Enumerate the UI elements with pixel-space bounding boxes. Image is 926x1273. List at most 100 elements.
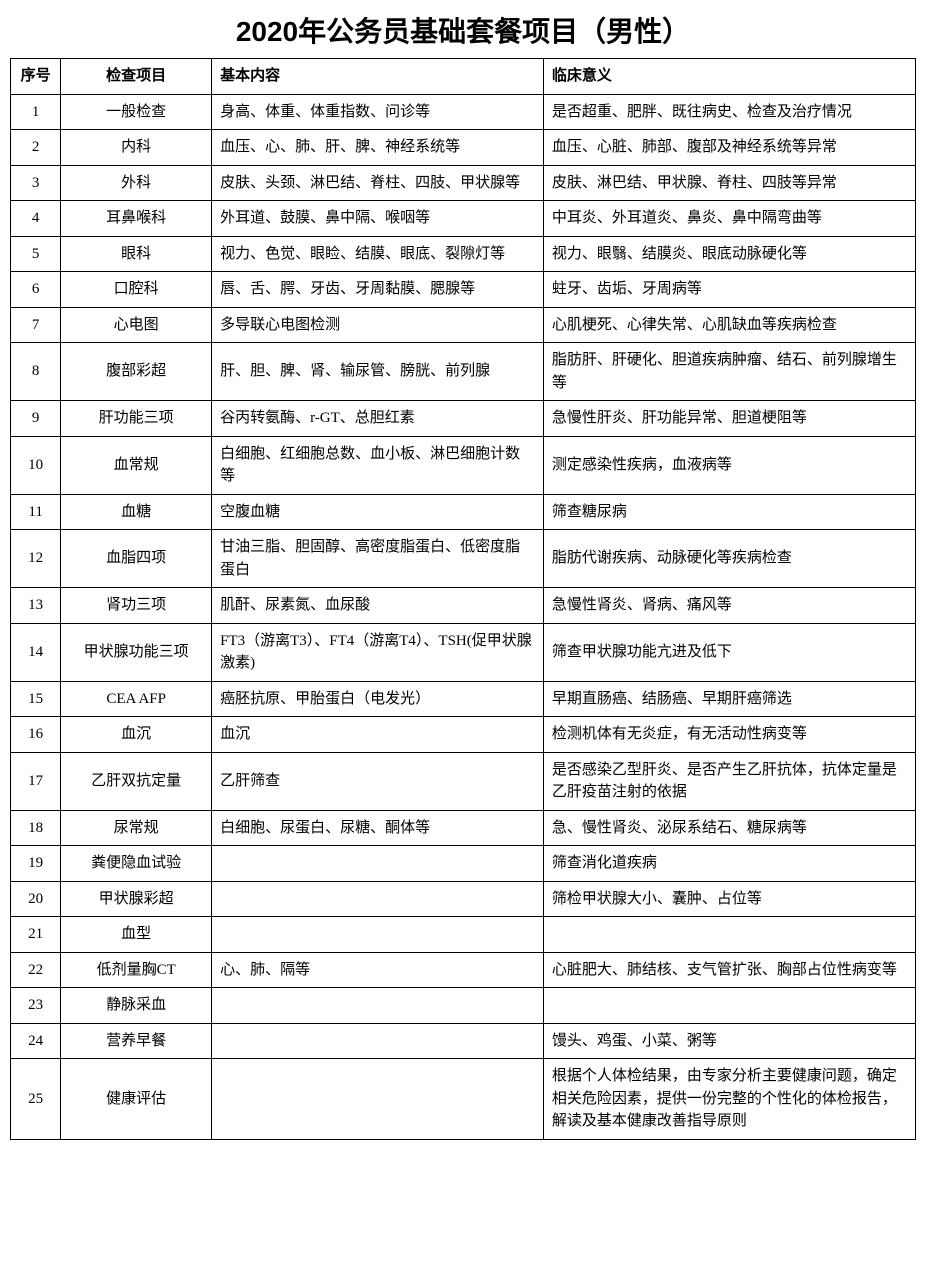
header-meaning: 临床意义	[543, 59, 915, 95]
cell-item: 尿常规	[61, 810, 212, 846]
cell-item: 甲状腺功能三项	[61, 623, 212, 681]
cell-seq: 5	[11, 236, 61, 272]
cell-item: 腹部彩超	[61, 343, 212, 401]
cell-seq: 20	[11, 881, 61, 917]
cell-meaning: 是否感染乙型肝炎、是否产生乙肝抗体，抗体定量是乙肝疫苗注射的依据	[543, 752, 915, 810]
cell-seq: 1	[11, 94, 61, 130]
table-row: 19粪便隐血试验筛查消化道疾病	[11, 846, 916, 882]
table-row: 4耳鼻喉科外耳道、鼓膜、鼻中隔、喉咽等中耳炎、外耳道炎、鼻炎、鼻中隔弯曲等	[11, 201, 916, 237]
cell-seq: 4	[11, 201, 61, 237]
cell-content: 肝、胆、脾、肾、输尿管、膀胱、前列腺	[212, 343, 544, 401]
cell-item: 内科	[61, 130, 212, 166]
cell-meaning: 馒头、鸡蛋、小菜、粥等	[543, 1023, 915, 1059]
cell-item: 血糖	[61, 494, 212, 530]
table-row: 7心电图多导联心电图检测心肌梗死、心律失常、心肌缺血等疾病检查	[11, 307, 916, 343]
cell-content: 多导联心电图检测	[212, 307, 544, 343]
table-row: 8腹部彩超肝、胆、脾、肾、输尿管、膀胱、前列腺脂肪肝、肝硬化、胆道疾病肿瘤、结石…	[11, 343, 916, 401]
cell-content: 甘油三脂、胆固醇、高密度脂蛋白、低密度脂蛋白	[212, 530, 544, 588]
cell-seq: 16	[11, 717, 61, 753]
cell-item: 营养早餐	[61, 1023, 212, 1059]
table-header-row: 序号 检查项目 基本内容 临床意义	[11, 59, 916, 95]
cell-item: 口腔科	[61, 272, 212, 308]
cell-item: 血常规	[61, 436, 212, 494]
cell-item: 耳鼻喉科	[61, 201, 212, 237]
cell-content: 皮肤、头颈、淋巴结、脊柱、四肢、甲状腺等	[212, 165, 544, 201]
cell-seq: 9	[11, 401, 61, 437]
cell-item: CEA AFP	[61, 681, 212, 717]
cell-item: 肾功三项	[61, 588, 212, 624]
cell-seq: 8	[11, 343, 61, 401]
cell-meaning	[543, 988, 915, 1024]
cell-seq: 14	[11, 623, 61, 681]
cell-content: 白细胞、尿蛋白、尿糖、酮体等	[212, 810, 544, 846]
cell-seq: 25	[11, 1059, 61, 1140]
cell-seq: 24	[11, 1023, 61, 1059]
cell-content: 癌胚抗原、甲胎蛋白（电发光）	[212, 681, 544, 717]
cell-seq: 6	[11, 272, 61, 308]
page-title: 2020年公务员基础套餐项目（男性）	[10, 10, 916, 50]
cell-content: 肌酐、尿素氮、血尿酸	[212, 588, 544, 624]
cell-meaning: 筛查消化道疾病	[543, 846, 915, 882]
table-row: 11血糖空腹血糖筛查糖尿病	[11, 494, 916, 530]
cell-meaning: 是否超重、肥胖、既往病史、检查及治疗情况	[543, 94, 915, 130]
cell-seq: 3	[11, 165, 61, 201]
cell-meaning	[543, 917, 915, 953]
cell-meaning: 脂肪代谢疾病、动脉硬化等疾病检查	[543, 530, 915, 588]
cell-meaning: 心脏肥大、肺结核、支气管扩张、胸部占位性病变等	[543, 952, 915, 988]
cell-content: 身高、体重、体重指数、问诊等	[212, 94, 544, 130]
cell-seq: 7	[11, 307, 61, 343]
cell-content: 视力、色觉、眼睑、结膜、眼底、裂隙灯等	[212, 236, 544, 272]
cell-meaning: 检测机体有无炎症，有无活动性病变等	[543, 717, 915, 753]
cell-item: 乙肝双抗定量	[61, 752, 212, 810]
table-row: 13肾功三项肌酐、尿素氮、血尿酸急慢性肾炎、肾病、痛风等	[11, 588, 916, 624]
cell-content: 心、肺、隔等	[212, 952, 544, 988]
cell-content	[212, 846, 544, 882]
cell-meaning: 急慢性肾炎、肾病、痛风等	[543, 588, 915, 624]
table-row: 20甲状腺彩超筛检甲状腺大小、囊肿、占位等	[11, 881, 916, 917]
cell-content	[212, 917, 544, 953]
cell-meaning: 脂肪肝、肝硬化、胆道疾病肿瘤、结石、前列腺增生等	[543, 343, 915, 401]
cell-meaning: 视力、眼翳、结膜炎、眼底动脉硬化等	[543, 236, 915, 272]
table-row: 17乙肝双抗定量乙肝筛查是否感染乙型肝炎、是否产生乙肝抗体，抗体定量是乙肝疫苗注…	[11, 752, 916, 810]
table-row: 16血沉血沉检测机体有无炎症，有无活动性病变等	[11, 717, 916, 753]
cell-meaning: 筛检甲状腺大小、囊肿、占位等	[543, 881, 915, 917]
table-row: 21血型	[11, 917, 916, 953]
cell-content	[212, 1023, 544, 1059]
cell-item: 血沉	[61, 717, 212, 753]
cell-content: 谷丙转氨酶、r-GT、总胆红素	[212, 401, 544, 437]
cell-meaning: 筛查甲状腺功能亢进及低下	[543, 623, 915, 681]
table-row: 18尿常规白细胞、尿蛋白、尿糖、酮体等急、慢性肾炎、泌尿系结石、糖尿病等	[11, 810, 916, 846]
cell-meaning: 急慢性肝炎、肝功能异常、胆道梗阻等	[543, 401, 915, 437]
table-row: 23静脉采血	[11, 988, 916, 1024]
table-row: 15CEA AFP癌胚抗原、甲胎蛋白（电发光）早期直肠癌、结肠癌、早期肝癌筛选	[11, 681, 916, 717]
table-row: 6口腔科唇、舌、腭、牙齿、牙周黏膜、腮腺等蛀牙、齿垢、牙周病等	[11, 272, 916, 308]
table-row: 3外科皮肤、头颈、淋巴结、脊柱、四肢、甲状腺等皮肤、淋巴结、甲状腺、脊柱、四肢等…	[11, 165, 916, 201]
cell-meaning: 皮肤、淋巴结、甲状腺、脊柱、四肢等异常	[543, 165, 915, 201]
table-row: 25健康评估根据个人体检结果，由专家分析主要健康问题，确定相关危险因素，提供一份…	[11, 1059, 916, 1140]
cell-content: 血压、心、肺、肝、脾、神经系统等	[212, 130, 544, 166]
cell-content: 唇、舌、腭、牙齿、牙周黏膜、腮腺等	[212, 272, 544, 308]
cell-seq: 13	[11, 588, 61, 624]
table-row: 12血脂四项甘油三脂、胆固醇、高密度脂蛋白、低密度脂蛋白脂肪代谢疾病、动脉硬化等…	[11, 530, 916, 588]
cell-meaning: 心肌梗死、心律失常、心肌缺血等疾病检查	[543, 307, 915, 343]
cell-meaning: 测定感染性疾病，血液病等	[543, 436, 915, 494]
cell-item: 肝功能三项	[61, 401, 212, 437]
table-row: 5眼科视力、色觉、眼睑、结膜、眼底、裂隙灯等视力、眼翳、结膜炎、眼底动脉硬化等	[11, 236, 916, 272]
cell-content: FT3（游离T3）、FT4（游离T4）、TSH(促甲状腺激素)	[212, 623, 544, 681]
cell-item: 静脉采血	[61, 988, 212, 1024]
cell-seq: 11	[11, 494, 61, 530]
cell-meaning: 血压、心脏、肺部、腹部及神经系统等异常	[543, 130, 915, 166]
cell-seq: 10	[11, 436, 61, 494]
header-item: 检查项目	[61, 59, 212, 95]
cell-seq: 2	[11, 130, 61, 166]
cell-item: 一般检查	[61, 94, 212, 130]
cell-item: 健康评估	[61, 1059, 212, 1140]
cell-item: 心电图	[61, 307, 212, 343]
cell-seq: 19	[11, 846, 61, 882]
table-row: 2内科血压、心、肺、肝、脾、神经系统等血压、心脏、肺部、腹部及神经系统等异常	[11, 130, 916, 166]
table-row: 1一般检查身高、体重、体重指数、问诊等是否超重、肥胖、既往病史、检查及治疗情况	[11, 94, 916, 130]
cell-meaning: 早期直肠癌、结肠癌、早期肝癌筛选	[543, 681, 915, 717]
cell-item: 血型	[61, 917, 212, 953]
cell-item: 血脂四项	[61, 530, 212, 588]
cell-seq: 21	[11, 917, 61, 953]
